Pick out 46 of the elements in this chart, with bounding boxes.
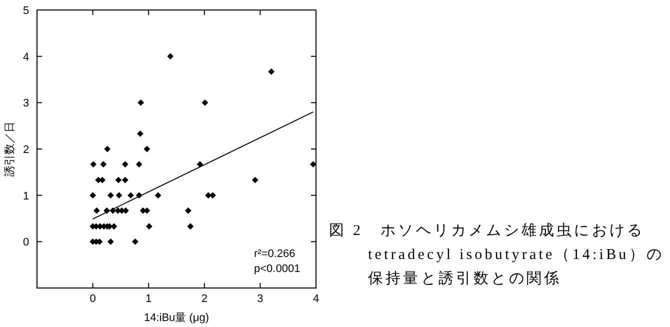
annotation: p<0.0001 bbox=[254, 263, 300, 275]
point bbox=[110, 223, 118, 230]
point bbox=[90, 161, 97, 168]
y-tick-label: 3 bbox=[22, 98, 30, 110]
y-tick-label: 1 bbox=[22, 190, 30, 202]
point bbox=[99, 176, 106, 184]
point bbox=[187, 223, 194, 230]
point bbox=[90, 192, 96, 199]
y-tick-label: 0 bbox=[22, 236, 30, 249]
title: 図 2 ホソヘリカメムシ雄成虫におけるtetradecyl isobutyrate（14:iBu）の保持量と誘引数との関係 bbox=[329, 223, 664, 287]
x-axis-title: 14:iBu量 (μg) bbox=[144, 312, 210, 324]
point bbox=[128, 192, 134, 199]
x-tick-label: 3 bbox=[257, 293, 264, 305]
y-axis-title: 誘引数／日 bbox=[3, 122, 16, 176]
x-tick-label: 0 bbox=[90, 293, 96, 305]
y-tick-label: 5 bbox=[22, 5, 30, 17]
x-tick-label: 2 bbox=[201, 293, 208, 305]
y-tick-label: 4 bbox=[22, 51, 30, 64]
point bbox=[252, 176, 258, 184]
point bbox=[136, 161, 142, 168]
x-tick-label: 4 bbox=[312, 293, 320, 305]
x-tick-label: 1 bbox=[146, 293, 152, 305]
point bbox=[116, 192, 122, 199]
point bbox=[122, 207, 129, 214]
point bbox=[154, 192, 162, 199]
point bbox=[268, 68, 275, 75]
point bbox=[122, 176, 128, 184]
point bbox=[144, 146, 150, 152]
point bbox=[115, 176, 122, 184]
point bbox=[107, 238, 114, 245]
point bbox=[132, 238, 138, 245]
point bbox=[146, 223, 152, 230]
point bbox=[138, 99, 144, 106]
point bbox=[104, 146, 111, 152]
point bbox=[100, 161, 107, 168]
point bbox=[137, 130, 144, 137]
point bbox=[210, 192, 216, 199]
point bbox=[202, 99, 208, 106]
annotation: r²=0.266 bbox=[254, 248, 296, 260]
point bbox=[107, 192, 114, 199]
point bbox=[205, 192, 212, 199]
point bbox=[167, 53, 174, 60]
point bbox=[122, 161, 128, 168]
point bbox=[94, 207, 100, 214]
point bbox=[185, 207, 192, 214]
y-tick-label: 2 bbox=[22, 144, 30, 156]
